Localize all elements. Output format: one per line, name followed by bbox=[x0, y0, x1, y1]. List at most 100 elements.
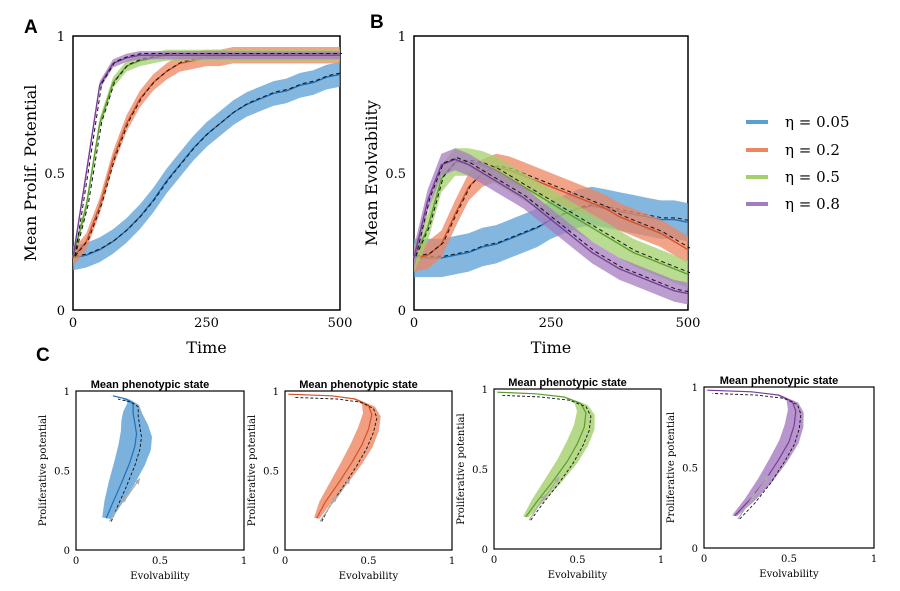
y-tick-label: 0 bbox=[482, 545, 488, 556]
plot-c3: 0 0.5 1 0 0.5 1 Evolvability Proliferative pote… bbox=[456, 377, 664, 581]
x-tick-label: 0 bbox=[282, 556, 288, 567]
x-tick-label: 0 bbox=[491, 555, 497, 566]
series-line bbox=[72, 54, 340, 259]
y-axis-label: Mean Evolvability bbox=[362, 100, 381, 246]
y-tick-label: 0 bbox=[692, 544, 698, 555]
confidence-band bbox=[414, 148, 688, 289]
series-line bbox=[105, 395, 138, 519]
y-tick-label: 1 bbox=[692, 383, 698, 394]
y-tick-label: 1 bbox=[57, 30, 65, 45]
y-axis-label: Proliferative potential bbox=[456, 413, 467, 524]
plot-title: Mean phenotypic state bbox=[299, 379, 418, 391]
direction-arrow-head bbox=[121, 495, 127, 502]
plot-frame bbox=[284, 390, 453, 551]
panel-label-b: B bbox=[370, 12, 384, 33]
y-tick-label: 0.5 bbox=[54, 467, 70, 478]
x-axis-label: Evolvability bbox=[130, 571, 190, 582]
model-line bbox=[293, 396, 378, 522]
model-line bbox=[502, 394, 592, 521]
plot-frame bbox=[75, 390, 245, 551]
confidence-band bbox=[102, 395, 152, 519]
legend-entry: η = 0.2 bbox=[746, 141, 840, 159]
plot-title: Mean phenotypic state bbox=[91, 379, 210, 391]
x-tick-label: 0 bbox=[73, 556, 79, 567]
model-line bbox=[415, 157, 691, 293]
series-line bbox=[288, 393, 373, 519]
plot-b: 0 250 500 0 0.5 1 Time Mean Evolvability bbox=[362, 30, 700, 357]
legend-label: η = 0.5 bbox=[785, 168, 840, 186]
model-line bbox=[110, 398, 142, 522]
x-tick-label: 1 bbox=[658, 555, 664, 566]
confidence-band bbox=[414, 148, 688, 305]
x-tick-label: 0.5 bbox=[152, 556, 168, 567]
y-axis-label: Proliferative potential bbox=[666, 412, 677, 523]
x-axis-label: Time bbox=[531, 338, 571, 357]
legend-label: η = 0.05 bbox=[785, 113, 850, 131]
x-tick-label: 0.5 bbox=[361, 556, 377, 567]
direction-arrow-head bbox=[540, 494, 546, 501]
x-axis-label: Time bbox=[186, 338, 226, 357]
y-tick-label: 0.5 bbox=[385, 167, 406, 182]
direction-arrow-head bbox=[331, 495, 337, 502]
legend-label: η = 0.2 bbox=[785, 141, 840, 159]
legend-entry: η = 0.8 bbox=[746, 195, 840, 213]
x-axis-label: Evolvability bbox=[339, 571, 399, 582]
series-line bbox=[413, 166, 689, 259]
x-axis-label: Evolvability bbox=[759, 569, 819, 580]
plot-title: Mean phenotypic state bbox=[508, 377, 627, 389]
y-tick-label: 0 bbox=[64, 546, 70, 557]
plots: 0 250 500 0 0.5 1 Time Mean Prolif. Potential 0 2… bbox=[21, 30, 877, 582]
y-tick-label: 0 bbox=[57, 304, 65, 319]
x-tick-label: 0 bbox=[410, 316, 418, 331]
model-line bbox=[415, 165, 691, 257]
x-tick-label: 0 bbox=[69, 316, 77, 331]
x-tick-label: 0.5 bbox=[570, 555, 586, 566]
plot-c2: 0 0.5 1 0 0.5 1 Evolvability Proliferative pote… bbox=[247, 379, 455, 582]
legend-label: η = 0.8 bbox=[785, 195, 840, 213]
y-tick-label: 0 bbox=[273, 546, 279, 557]
x-tick-label: 1 bbox=[871, 554, 877, 565]
legend-entry: η = 0.5 bbox=[746, 168, 840, 186]
plot-a: 0 250 500 0 0.5 1 Time Mean Prolif. Potential bbox=[21, 30, 352, 357]
plot-frame bbox=[703, 386, 875, 549]
plot-frame bbox=[493, 388, 662, 550]
series-line bbox=[413, 158, 689, 295]
y-tick-label: 1 bbox=[273, 387, 279, 398]
panel-label-c: C bbox=[36, 345, 50, 366]
y-tick-label: 0.5 bbox=[263, 467, 279, 478]
confidence-band bbox=[73, 62, 340, 271]
legend: η = 0.05 η = 0.2 η = 0.5 η = 0.8 bbox=[746, 113, 850, 213]
confidence-band bbox=[705, 389, 804, 517]
y-tick-label: 0.5 bbox=[472, 465, 488, 476]
plot-c1: 0 0.5 1 0 0.5 1 Evolvability Proliferative pote… bbox=[38, 379, 247, 582]
y-tick-label: 0.5 bbox=[682, 464, 698, 475]
x-tick-label: 0.5 bbox=[781, 554, 797, 565]
y-tick-label: 0.5 bbox=[44, 167, 65, 182]
direction-arrow-head bbox=[134, 478, 140, 485]
x-tick-label: 1 bbox=[449, 556, 455, 567]
x-tick-label: 250 bbox=[194, 316, 219, 331]
y-axis-label: Proliferative potential bbox=[38, 415, 49, 526]
y-tick-label: 1 bbox=[64, 387, 70, 398]
series-line bbox=[497, 391, 587, 518]
direction-arrow-head bbox=[345, 478, 351, 485]
legend-entry: η = 0.05 bbox=[746, 113, 850, 131]
direction-arrow-head bbox=[750, 493, 755, 500]
plot-frame bbox=[72, 35, 341, 311]
x-tick-label: 250 bbox=[539, 316, 564, 331]
x-axis-label: Evolvability bbox=[548, 570, 608, 581]
y-axis-label: Proliferative potential bbox=[247, 415, 258, 526]
model-line bbox=[415, 159, 691, 274]
y-axis-label: Mean Prolif. Potential bbox=[21, 85, 40, 262]
direction-arrow-head bbox=[554, 477, 560, 483]
model-line bbox=[74, 53, 342, 257]
plot-title: Mean phenotypic state bbox=[720, 375, 839, 387]
y-tick-label: 1 bbox=[482, 385, 488, 396]
confidence-band bbox=[285, 393, 381, 519]
x-tick-label: 500 bbox=[328, 316, 353, 331]
y-tick-label: 0 bbox=[398, 304, 406, 319]
panel-label-a: A bbox=[24, 17, 38, 38]
x-tick-label: 1 bbox=[241, 556, 247, 567]
y-tick-label: 1 bbox=[398, 30, 406, 45]
